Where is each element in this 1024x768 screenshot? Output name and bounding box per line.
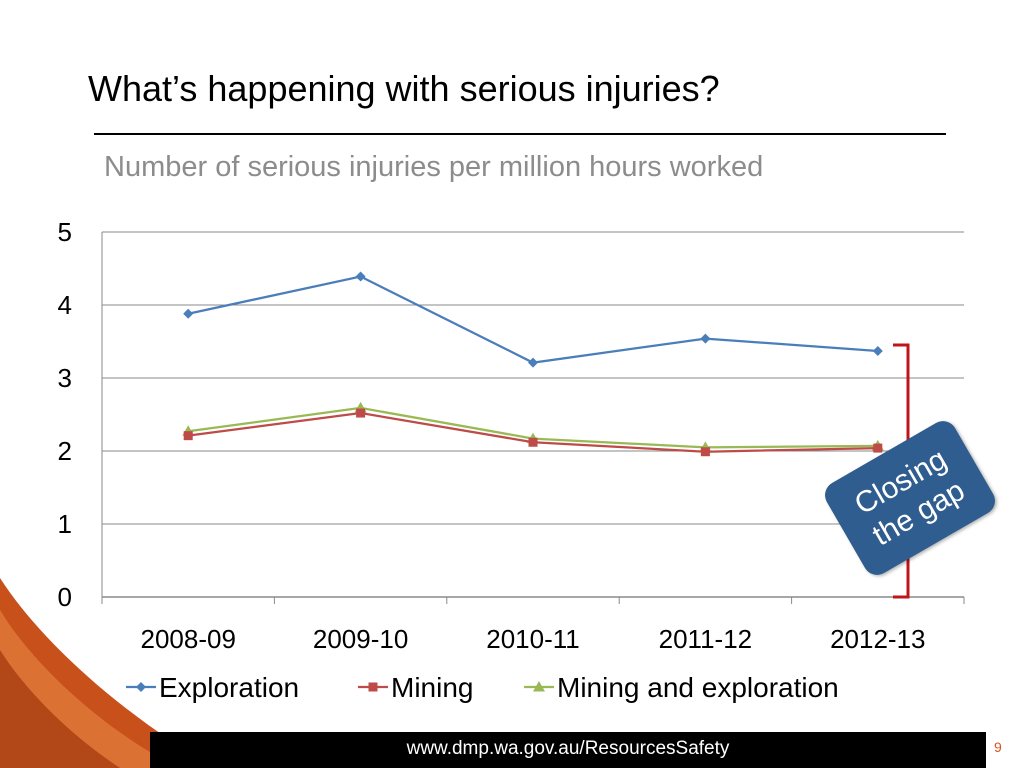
y-tick-label: 1: [58, 509, 72, 539]
x-tick-label: 2008-09: [140, 624, 235, 654]
chart-grid: [102, 231, 964, 525]
page-number: 9: [994, 739, 1002, 755]
y-tick-label: 3: [58, 363, 72, 393]
y-tick-label: 5: [58, 217, 72, 247]
legend-marker: [533, 681, 545, 692]
data-point: [183, 431, 193, 441]
series-exploration: [183, 271, 883, 368]
chart-series: [182, 271, 884, 457]
legend-marker: [136, 682, 146, 692]
data-point: [528, 437, 538, 447]
y-tick-label: 4: [58, 290, 72, 320]
title-divider: [94, 133, 946, 135]
data-point: [700, 333, 711, 344]
x-tick-labels: 2008-09 2009-10 2010-11 2011-12 2012-13: [140, 624, 925, 654]
legend-marker: [368, 682, 378, 692]
legend-item: Exploration: [126, 672, 299, 703]
footer-bar: www.dmp.wa.gov.au/ResourcesSafety: [150, 732, 986, 768]
data-point: [873, 443, 883, 453]
y-tick-label: 2: [58, 436, 72, 466]
x-tick-label: 2010-11: [486, 624, 580, 654]
series-line: [187, 275, 878, 364]
x-tick-label: 2009-10: [313, 624, 408, 654]
chart-legend: Exploration Mining Mining and exploration: [126, 672, 839, 703]
y-tick-labels: 0 1 2 3 4 5: [58, 217, 72, 612]
chart-subtitle: Number of serious injuries per million h…: [104, 151, 764, 183]
slide-title: What’s happening with serious injuries?: [88, 68, 720, 109]
data-point: [183, 308, 194, 319]
legend-label: Exploration: [159, 672, 299, 703]
legend-item: Mining and exploration: [524, 672, 839, 703]
legend-item: Mining: [358, 672, 473, 703]
data-point: [872, 345, 883, 356]
legend-label: Mining and exploration: [557, 672, 839, 703]
x-tick-label: 2011-12: [659, 624, 753, 654]
data-point: [355, 271, 366, 282]
data-point: [356, 408, 366, 418]
chart-axes: [101, 232, 965, 604]
data-point: [528, 357, 538, 368]
x-tick-label: 2012-13: [830, 624, 925, 654]
y-tick-label: 0: [58, 582, 72, 612]
data-point: [700, 447, 710, 457]
footer-url: www.dmp.wa.gov.au/ResourcesSafety: [406, 738, 730, 759]
legend-label: Mining: [391, 672, 473, 703]
line-chart: 0 1 2 3 4 5 2008-09 2009-10 2010-11 2011-12 2012-…: [58, 217, 965, 703]
series-mining: [183, 408, 883, 457]
